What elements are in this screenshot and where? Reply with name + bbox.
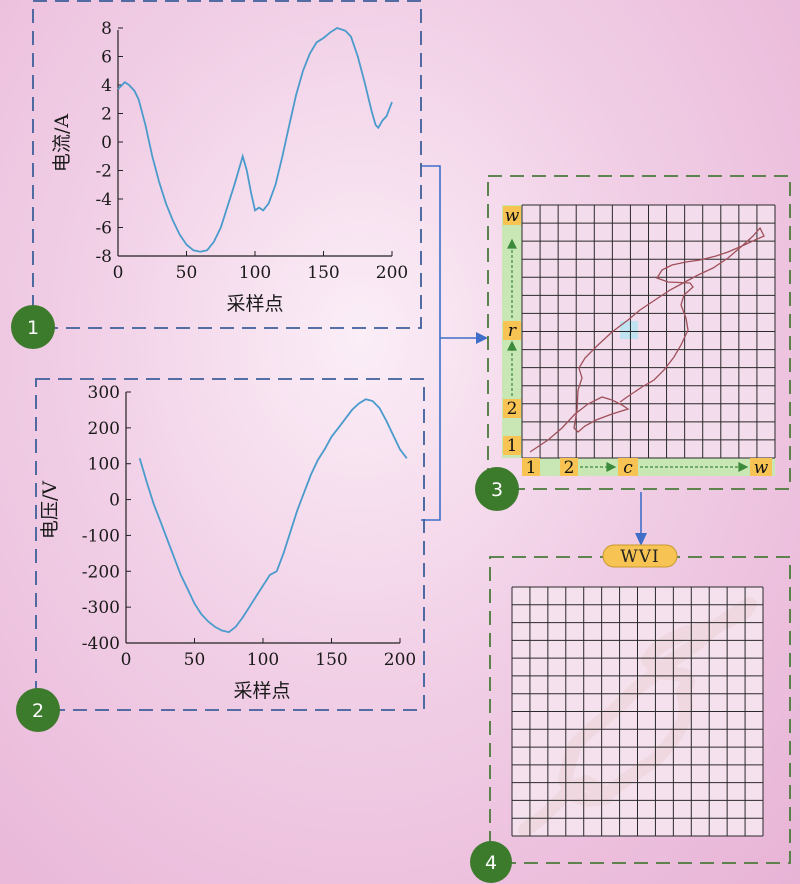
y-tick-label: 200 <box>88 419 120 439</box>
current-axes <box>117 30 392 257</box>
wvi-title-pill: WVI <box>602 544 678 568</box>
wvi-title: WVI <box>620 547 659 567</box>
y-tick-label: 0 <box>101 133 112 153</box>
x-tick-label: 200 <box>376 263 408 283</box>
svg-text:1: 1 <box>27 317 39 339</box>
y-tick-label: -400 <box>82 634 120 654</box>
vi-grid-panel: w r 2 1 1 2 c w <box>502 204 776 478</box>
y-tick-label: 0 <box>109 491 120 511</box>
y-tick-label: 4 <box>101 76 112 96</box>
voltage-axes <box>125 392 400 644</box>
current-x-ticks: 0 50 100 150 200 <box>113 251 408 283</box>
highlight-cell <box>620 321 638 339</box>
panel-wvi-frame <box>489 556 791 864</box>
row-label-r: r <box>508 321 517 341</box>
x-tick-label: 50 <box>176 263 198 283</box>
col-index-labels: 1 2 c w <box>522 458 772 478</box>
y-tick-label: -4 <box>95 190 112 210</box>
arrow-head-to-wvi <box>635 533 647 546</box>
y-tick-label: 8 <box>101 19 112 39</box>
wvi-panel <box>511 586 764 837</box>
badge-4: 4 <box>470 841 512 883</box>
arrow-head-to-grid <box>476 332 488 344</box>
wvi-grid-lines <box>511 586 764 837</box>
current-y-axis-title: 电流/A <box>51 114 73 172</box>
y-tick-label: 2 <box>101 105 112 125</box>
panel-voltage-frame <box>35 378 425 711</box>
y-tick-label: -6 <box>95 219 112 239</box>
vi-trajectory <box>529 226 765 453</box>
y-tick-label: 6 <box>101 48 112 68</box>
y-tick-label: 100 <box>88 455 120 475</box>
current-y-ticks: 8 6 4 2 0 -2 -4 -6 -8 <box>95 19 123 267</box>
x-tick-label: 200 <box>384 650 416 670</box>
y-tick-label: -300 <box>82 598 120 618</box>
col-label-2: 2 <box>564 458 575 478</box>
connector-lines <box>421 165 642 535</box>
voltage-series-line <box>138 398 408 634</box>
voltage-x-ticks: 0 50 100 150 200 <box>121 638 416 670</box>
x-tick-label: 0 <box>121 650 132 670</box>
badge-3: 3 <box>475 467 519 511</box>
row-label-w: w <box>505 206 520 226</box>
svg-text:3: 3 <box>491 479 503 501</box>
wvi-blur-trace <box>518 597 757 837</box>
index-arrows <box>507 238 749 472</box>
col-index-strip <box>522 458 775 476</box>
col-label-w: w <box>754 458 769 478</box>
current-x-axis-title: 采样点 <box>226 293 283 315</box>
svg-text:2: 2 <box>32 700 44 722</box>
badge-1: 1 <box>11 305 55 349</box>
voltage-y-axis-title: 电压/V <box>39 481 61 539</box>
voltage-x-axis-title: 采样点 <box>233 680 290 702</box>
panel-current-frame <box>32 0 422 329</box>
row-label-1: 1 <box>507 436 518 456</box>
x-tick-label: 150 <box>315 650 347 670</box>
y-tick-label: -200 <box>82 562 120 582</box>
row-index-labels: w r 2 1 <box>503 206 521 456</box>
col-label-1: 1 <box>526 458 537 478</box>
y-tick-label: 300 <box>88 383 120 403</box>
x-tick-label: 100 <box>239 263 271 283</box>
badge-2: 2 <box>16 688 60 732</box>
svg-text:4: 4 <box>485 852 497 874</box>
current-chart: 8 6 4 2 0 -2 -4 -6 -8 0 50 100 150 200 电流/A 采样点 <box>51 19 408 315</box>
row-label-2: 2 <box>507 399 518 419</box>
y-tick-label: -100 <box>82 526 120 546</box>
x-tick-label: 50 <box>184 650 206 670</box>
y-tick-label: -8 <box>95 247 112 267</box>
y-tick-label: -2 <box>95 162 112 182</box>
voltage-y-ticks: 300 200 100 0 -100 -200 -300 -400 <box>82 383 131 654</box>
col-label-c: c <box>623 458 633 478</box>
x-tick-label: 0 <box>113 263 124 283</box>
x-tick-label: 150 <box>307 263 339 283</box>
x-tick-label: 100 <box>247 650 279 670</box>
current-series-line <box>117 27 393 253</box>
